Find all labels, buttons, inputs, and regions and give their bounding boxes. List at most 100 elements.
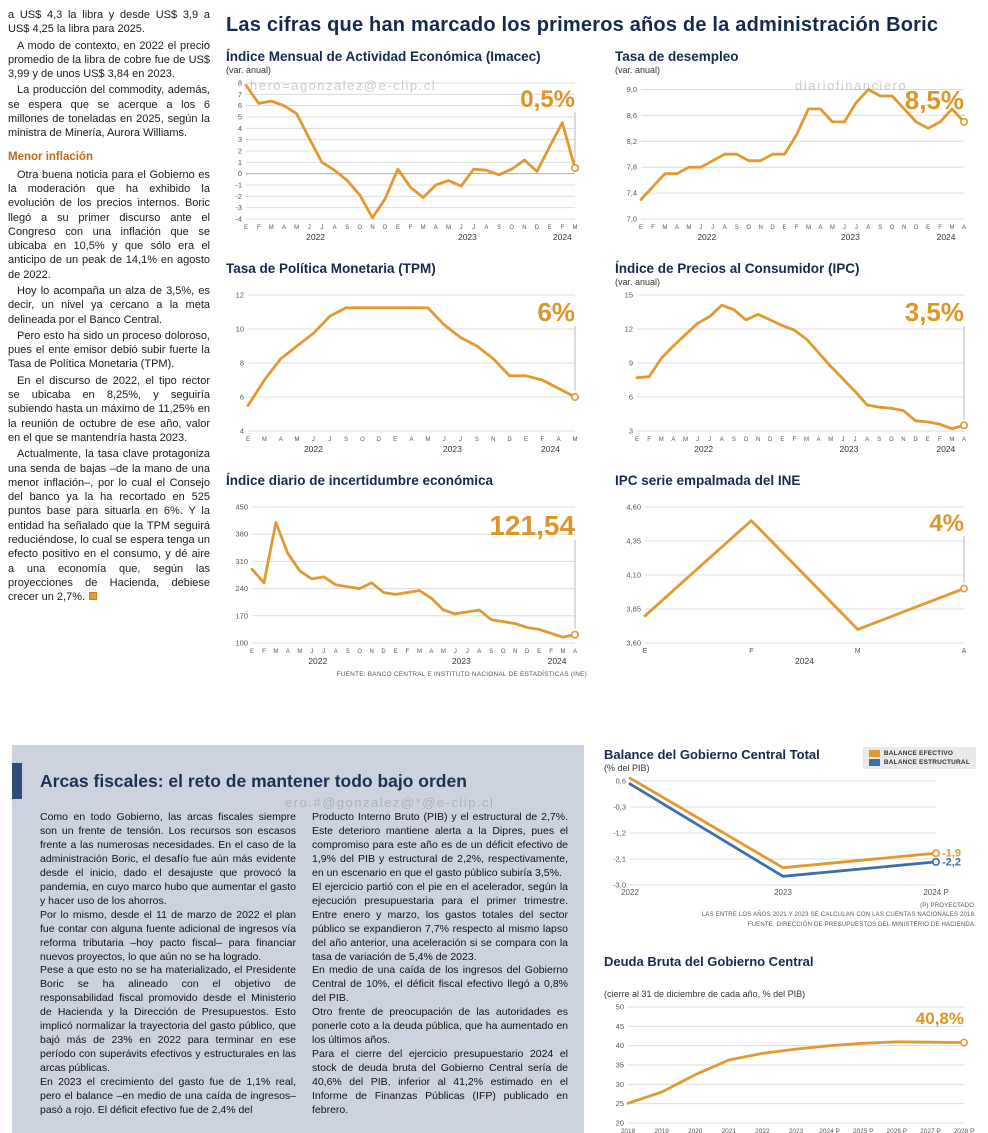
svg-text:8: 8 [238, 79, 242, 88]
svg-text:A: A [484, 225, 488, 231]
panel-title-row: Arcas fiscales: el reto de mantener todo… [12, 763, 568, 799]
legend-swatch-orange [868, 750, 880, 757]
svg-text:D: D [535, 225, 540, 231]
svg-text:S: S [497, 225, 501, 231]
svg-text:F: F [549, 649, 553, 655]
svg-text:M: M [804, 437, 809, 443]
svg-text:8,2: 8,2 [627, 137, 637, 146]
svg-text:E: E [783, 225, 787, 231]
svg-text:7,8: 7,8 [627, 163, 637, 172]
svg-text:D: D [507, 437, 512, 443]
svg-text:6%: 6% [537, 297, 575, 327]
svg-text:M: M [269, 225, 274, 231]
svg-text:N: N [369, 649, 373, 655]
svg-text:12: 12 [625, 325, 633, 334]
chart-balance: Balance del Gobierno Central Total (% de… [604, 747, 976, 930]
svg-text:4,10: 4,10 [626, 571, 641, 580]
svg-text:N: N [902, 225, 906, 231]
svg-text:25: 25 [616, 1099, 624, 1108]
svg-text:310: 310 [235, 557, 248, 566]
chart-subtitle: (cierre al 31 de diciembre de cada año, … [604, 989, 806, 1000]
svg-text:J: J [443, 437, 446, 443]
chart-grid: Índice Mensual de Actividad Económica (I… [226, 49, 976, 678]
chart-title: Índice Mensual de Actividad Económica (I… [226, 49, 541, 64]
chart-title: Deuda Bruta del Gobierno Central [604, 953, 814, 969]
svg-text:D: D [913, 437, 918, 443]
article-paragraph: Hoy lo acompaña un alza de 3,5%, es deci… [8, 284, 210, 326]
svg-text:E: E [537, 649, 541, 655]
panel-columns: Como en todo Gobierno, las arcas fiscale… [12, 811, 568, 1118]
svg-text:J: J [843, 225, 846, 231]
svg-text:D: D [914, 225, 919, 231]
svg-text:F: F [938, 225, 942, 231]
svg-text:2028 P: 2028 P [954, 1128, 975, 1133]
svg-text:A: A [409, 437, 413, 443]
svg-text:2022: 2022 [308, 656, 327, 666]
article-paragraph: Pero esto ha sido un proceso doloroso, p… [8, 329, 210, 371]
svg-text:M: M [573, 437, 578, 443]
svg-text:2024: 2024 [541, 444, 560, 454]
svg-text:A: A [429, 649, 433, 655]
chart-title: Tasa de desempleo [615, 49, 739, 64]
svg-text:M: M [828, 437, 833, 443]
svg-text:F: F [647, 437, 651, 443]
svg-text:2024: 2024 [795, 656, 814, 666]
svg-text:N: N [901, 437, 905, 443]
svg-text:2022: 2022 [306, 232, 325, 242]
svg-text:O: O [746, 225, 751, 231]
svg-text:2024: 2024 [937, 232, 956, 242]
svg-text:M: M [949, 437, 954, 443]
svg-text:-1: -1 [235, 181, 242, 190]
svg-text:N: N [522, 225, 526, 231]
svg-text:D: D [383, 225, 388, 231]
svg-text:3,5%: 3,5% [905, 297, 964, 327]
panel-paragraph: Pese a que esto no se ha materializado, … [40, 964, 296, 1075]
svg-text:J: J [708, 437, 711, 443]
svg-text:A: A [962, 437, 966, 443]
svg-text:35: 35 [616, 1061, 624, 1070]
svg-text:1: 1 [238, 158, 242, 167]
svg-text:3,60: 3,60 [626, 639, 641, 648]
svg-text:A: A [333, 225, 337, 231]
svg-text:E: E [643, 648, 648, 655]
svg-text:S: S [346, 649, 350, 655]
svg-text:E: E [639, 225, 643, 231]
svg-text:5: 5 [238, 113, 242, 122]
svg-text:10: 10 [236, 325, 244, 334]
svg-text:2025 P: 2025 P [853, 1128, 874, 1133]
svg-text:E: E [246, 437, 250, 443]
svg-text:E: E [396, 225, 400, 231]
svg-text:M: M [806, 225, 811, 231]
svg-text:2023: 2023 [789, 1128, 804, 1133]
svg-text:F: F [540, 437, 544, 443]
svg-text:D: D [381, 649, 386, 655]
chart-subtitle: (var. anual) [615, 65, 661, 75]
chart-canvas-incertidumbre: 450 380 310 240 170 100 E F M A M J J A S O N D E F M A M J J A S O… [226, 501, 587, 669]
svg-text:F: F [793, 437, 797, 443]
svg-text:2018: 2018 [621, 1128, 636, 1133]
svg-text:M: M [950, 225, 955, 231]
svg-text:A: A [720, 437, 724, 443]
svg-text:A: A [865, 437, 869, 443]
svg-text:2021: 2021 [722, 1128, 737, 1133]
svg-text:A: A [817, 437, 821, 443]
svg-text:M: M [273, 649, 278, 655]
chart-title: Índice diario de incertidumbre económica [226, 473, 494, 488]
svg-text:J: J [854, 437, 857, 443]
panel-paragraph: Por lo mismo, desde el 11 de marzo de 20… [40, 908, 296, 963]
article-paragraph: Otra buena noticia para el Gobierno es l… [8, 168, 210, 281]
svg-text:J: J [320, 225, 323, 231]
svg-text:7,0: 7,0 [627, 215, 637, 224]
chart-canvas-deuda: 50 45 40 35 30 25 20 2018 2019 2020 2021 2022 2023 20… [604, 1001, 976, 1133]
svg-text:-2,1: -2,1 [613, 855, 626, 864]
svg-text:A: A [962, 225, 966, 231]
svg-text:9,0: 9,0 [627, 85, 637, 94]
svg-text:A: A [818, 225, 822, 231]
svg-text:J: J [310, 649, 313, 655]
chart-legend: BALANCE EFECTIVO BALANCE ESTRUCTURAL [862, 747, 976, 769]
svg-text:E: E [250, 649, 254, 655]
svg-text:450: 450 [235, 503, 248, 512]
svg-text:N: N [758, 225, 762, 231]
left-article-column: a US$ 4,3 la libra y desde US$ 3,9 a US$… [8, 6, 210, 735]
svg-text:D: D [768, 437, 773, 443]
